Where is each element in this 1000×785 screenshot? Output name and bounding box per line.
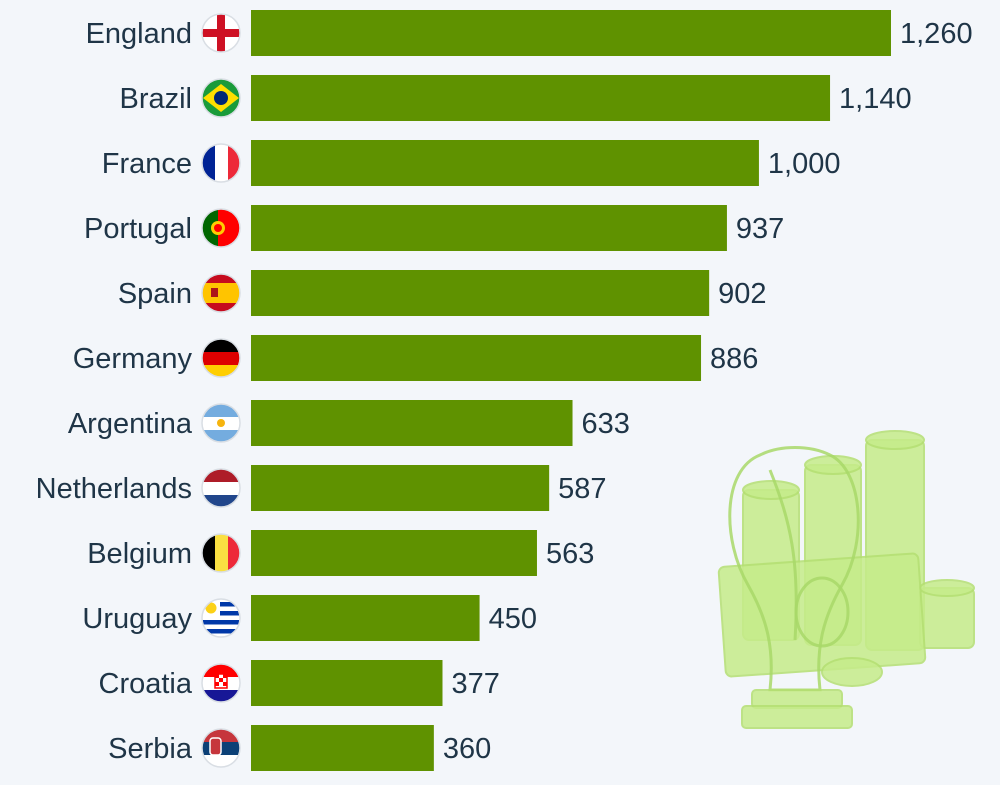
category-label-netherlands: Netherlands (36, 473, 192, 505)
bar-brazil (251, 75, 831, 121)
category-label-spain: Spain (118, 278, 192, 310)
argentina-flag-icon (201, 403, 241, 443)
category-label-argentina: Argentina (68, 408, 193, 440)
germany-flag-icon (201, 338, 241, 378)
bar-belgium (251, 530, 537, 576)
value-label-belgium: 563 (546, 538, 594, 570)
category-label-serbia: Serbia (108, 733, 193, 765)
england-flag-icon (201, 13, 241, 53)
value-label-serbia: 360 (443, 733, 491, 765)
bar-portugal (251, 205, 727, 251)
category-label-england: England (86, 18, 192, 50)
brazil-flag-icon (201, 78, 241, 118)
category-label-brazil: Brazil (119, 83, 192, 115)
croatia-flag-icon (201, 663, 241, 703)
category-label-france: France (102, 148, 192, 180)
value-labels: 1,260 1,140 1,000 937 902 886 633 587 563 450 377 3… (443, 18, 973, 765)
bar-argentina (251, 400, 573, 446)
trophy-and-money-icon (717, 430, 975, 729)
bar-england (251, 10, 891, 56)
category-label-portugal: Portugal (84, 213, 192, 245)
value-label-england: 1,260 (900, 18, 973, 50)
flags-group (201, 13, 241, 768)
bar-germany (251, 335, 702, 381)
bar-uruguay (251, 595, 480, 641)
category-labels: England Brazil France Portugal Spain Germany A… (36, 18, 193, 765)
value-label-uruguay: 450 (489, 603, 537, 635)
bar-france (251, 140, 759, 186)
value-label-netherlands: 587 (558, 473, 606, 505)
value-label-spain: 902 (718, 278, 766, 310)
bar-croatia (251, 660, 443, 706)
value-label-brazil: 1,140 (839, 83, 912, 115)
serbia-flag-icon (201, 728, 241, 768)
spain-flag-icon (201, 273, 241, 313)
value-label-argentina: 633 (582, 408, 630, 440)
france-flag-icon (201, 143, 241, 183)
bar-spain (251, 270, 710, 316)
uruguay-flag-icon (201, 598, 241, 638)
portugal-flag-icon (201, 208, 241, 248)
bars-group (251, 10, 891, 771)
belgium-flag-icon (201, 533, 241, 573)
value-label-portugal: 937 (736, 213, 784, 245)
bar-serbia (251, 725, 434, 771)
netherlands-flag-icon (201, 468, 241, 508)
category-label-croatia: Croatia (99, 668, 193, 700)
value-label-france: 1,000 (768, 148, 841, 180)
category-label-uruguay: Uruguay (82, 603, 192, 635)
category-label-belgium: Belgium (87, 538, 192, 570)
value-label-croatia: 377 (451, 668, 499, 700)
value-label-germany: 886 (710, 343, 758, 375)
bar-netherlands (251, 465, 550, 511)
category-label-germany: Germany (73, 343, 193, 375)
